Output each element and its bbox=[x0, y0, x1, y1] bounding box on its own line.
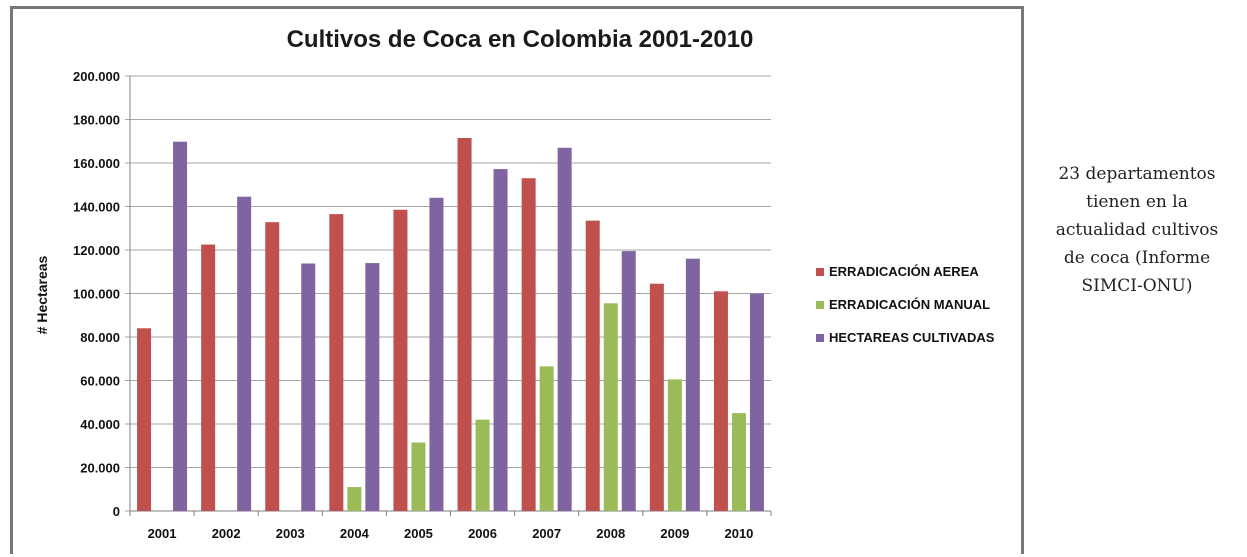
y-tick-label: 20.000 bbox=[80, 461, 120, 476]
chart-title: Cultivos de Coca en Colombia 2001-2010 bbox=[287, 26, 754, 53]
bar bbox=[621, 251, 636, 511]
bar bbox=[329, 214, 344, 512]
y-tick-label: 120.000 bbox=[73, 243, 120, 258]
legend-swatch bbox=[816, 301, 824, 309]
y-tick-label: 100.000 bbox=[73, 287, 120, 302]
side-note-line: tienen en la bbox=[1086, 192, 1188, 212]
bar bbox=[603, 303, 618, 511]
y-tick-label: 160.000 bbox=[73, 156, 120, 171]
y-axis-label: # Hectareas bbox=[34, 255, 50, 334]
legend: ERRADICACIÓN AEREA ERRADICACIÓN MANUAL HEC… bbox=[816, 264, 995, 345]
bar bbox=[749, 293, 764, 511]
y-tick-label: 140.000 bbox=[73, 200, 120, 215]
y-tick-label: 60.000 bbox=[80, 374, 120, 389]
y-tick-labels: 0 20.000 40.000 60.000 80.000 100.000 120.000 1… bbox=[73, 69, 120, 519]
bar bbox=[557, 147, 572, 511]
x-tick-label: 2007 bbox=[532, 526, 561, 541]
bar bbox=[731, 413, 746, 511]
bar bbox=[649, 283, 664, 511]
bar bbox=[429, 197, 444, 512]
y-tick-label: 0 bbox=[113, 504, 120, 519]
bar bbox=[521, 178, 536, 511]
chart: Cultivos de Coca en Colombia 2001-2010 0… bbox=[34, 26, 995, 541]
legend-label: HECTAREAS CULTIVADAS bbox=[829, 330, 995, 345]
bar bbox=[585, 220, 600, 511]
x-tick-label: 2006 bbox=[468, 526, 497, 541]
x-tick-label: 2009 bbox=[660, 526, 689, 541]
bar bbox=[201, 244, 216, 511]
legend-swatch bbox=[816, 334, 824, 342]
bar bbox=[237, 196, 252, 511]
side-note-line: de coca (Informe bbox=[1063, 248, 1211, 268]
x-tick-label: 2010 bbox=[724, 526, 753, 541]
y-tick-label: 40.000 bbox=[80, 417, 120, 432]
bar bbox=[667, 379, 682, 511]
bar bbox=[137, 328, 152, 511]
side-note: 23 departamentos tienen en la actualidad… bbox=[1030, 160, 1244, 300]
legend-swatch bbox=[816, 268, 824, 276]
x-tick-label: 2002 bbox=[212, 526, 241, 541]
side-note-line: 23 departamentos bbox=[1058, 164, 1216, 184]
side-note-line: SIMCI-ONU) bbox=[1081, 276, 1193, 296]
x-tick-label: 2004 bbox=[340, 526, 370, 541]
bar bbox=[393, 209, 408, 511]
bar bbox=[457, 137, 472, 512]
y-tick-label: 200.000 bbox=[73, 69, 120, 84]
bar bbox=[713, 291, 728, 511]
bar bbox=[301, 263, 316, 511]
bar bbox=[685, 258, 700, 511]
bar bbox=[493, 169, 508, 511]
bar bbox=[173, 141, 188, 511]
x-tick-label: 2008 bbox=[596, 526, 625, 541]
bar bbox=[411, 442, 426, 511]
x-tick-label: 2001 bbox=[148, 526, 177, 541]
bar bbox=[365, 263, 380, 511]
x-tick-label: 2005 bbox=[404, 526, 433, 541]
y-tick-label: 180.000 bbox=[73, 113, 120, 128]
bar bbox=[539, 366, 554, 511]
legend-label: ERRADICACIÓN AEREA bbox=[829, 264, 979, 279]
x-tick-labels: 2001 2002 2003 2004 2005 2006 2007 2008 2009 2010 bbox=[129, 511, 772, 541]
side-note-line: actualidad cultivos bbox=[1055, 220, 1219, 240]
bars bbox=[137, 137, 764, 512]
bar bbox=[475, 419, 490, 511]
bar bbox=[265, 222, 280, 511]
chart-frame: Cultivos de Coca en Colombia 2001-2010 0… bbox=[10, 6, 1024, 554]
y-tick-label: 80.000 bbox=[80, 330, 120, 345]
legend-label: ERRADICACIÓN MANUAL bbox=[829, 297, 990, 312]
x-tick-label: 2003 bbox=[276, 526, 305, 541]
bar bbox=[347, 487, 362, 511]
